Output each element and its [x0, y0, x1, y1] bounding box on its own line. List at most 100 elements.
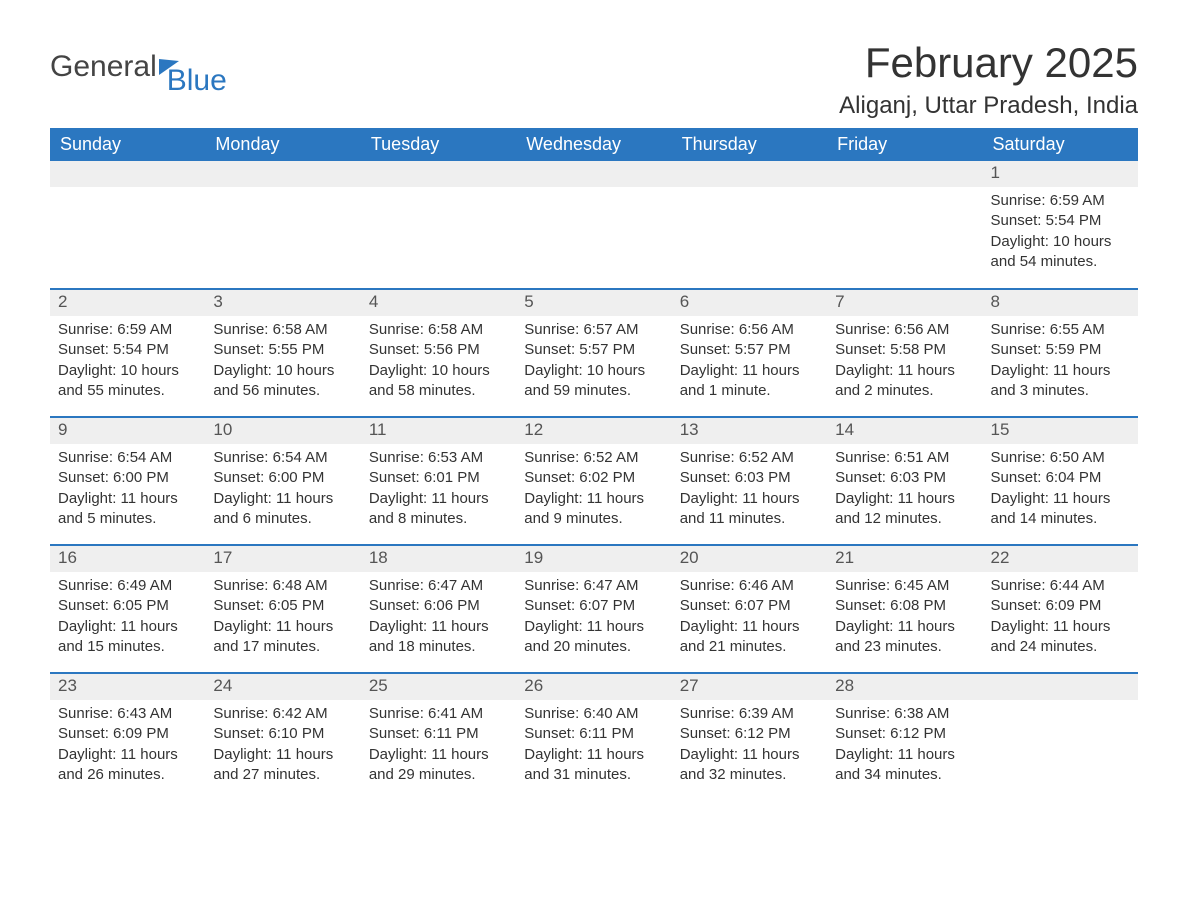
calendar-cell: 16Sunrise: 6:49 AMSunset: 6:05 PMDayligh… — [50, 545, 205, 673]
sunset-line: Sunset: 6:12 PM — [835, 724, 974, 744]
logo: General Blue — [50, 40, 245, 84]
calendar-cell: 17Sunrise: 6:48 AMSunset: 6:05 PMDayligh… — [205, 545, 360, 673]
daylight-line: Daylight: 10 hours and 59 minutes. — [524, 361, 663, 402]
day-number: 4 — [361, 290, 516, 316]
sunset-line: Sunset: 5:55 PM — [213, 340, 352, 360]
calendar-cell — [672, 161, 827, 289]
day-number: 19 — [516, 546, 671, 572]
daylight-line: Daylight: 11 hours and 26 minutes. — [58, 745, 197, 786]
day-number: 22 — [983, 546, 1138, 572]
day-number: 8 — [983, 290, 1138, 316]
sunrise-line: Sunrise: 6:52 AM — [680, 448, 819, 468]
day-body: Sunrise: 6:59 AMSunset: 5:54 PMDaylight:… — [50, 316, 205, 409]
day-number: 1 — [983, 161, 1138, 187]
daylight-line: Daylight: 11 hours and 20 minutes. — [524, 617, 663, 658]
day-body: Sunrise: 6:55 AMSunset: 5:59 PMDaylight:… — [983, 316, 1138, 409]
sunset-line: Sunset: 6:00 PM — [213, 468, 352, 488]
day-number: 9 — [50, 418, 205, 444]
calendar-cell: 14Sunrise: 6:51 AMSunset: 6:03 PMDayligh… — [827, 417, 982, 545]
sunset-line: Sunset: 5:54 PM — [991, 211, 1130, 231]
calendar-row: 2Sunrise: 6:59 AMSunset: 5:54 PMDaylight… — [50, 289, 1138, 417]
daylight-line: Daylight: 11 hours and 18 minutes. — [369, 617, 508, 658]
sunset-line: Sunset: 6:06 PM — [369, 596, 508, 616]
sunset-line: Sunset: 5:57 PM — [680, 340, 819, 360]
sunset-line: Sunset: 5:58 PM — [835, 340, 974, 360]
daylight-line: Daylight: 11 hours and 11 minutes. — [680, 489, 819, 530]
day-number: 25 — [361, 674, 516, 700]
calendar-cell: 1 Sunrise: 6:59 AMSunset: 5:54 PMDaylight… — [983, 161, 1138, 289]
day-number: 11 — [361, 418, 516, 444]
weekday-header: Wednesday — [516, 128, 671, 161]
header: General Blue February 2025 Aliganj, Utta… — [50, 40, 1138, 120]
sunset-line: Sunset: 5:59 PM — [991, 340, 1130, 360]
day-body: Sunrise: 6:41 AMSunset: 6:11 PMDaylight:… — [361, 700, 516, 793]
daylight-line: Daylight: 10 hours and 54 minutes. — [991, 232, 1130, 273]
day-body: Sunrise: 6:52 AMSunset: 6:02 PMDaylight:… — [516, 444, 671, 537]
day-number: 16 — [50, 546, 205, 572]
daylight-line: Daylight: 11 hours and 31 minutes. — [524, 745, 663, 786]
day-number: 3 — [205, 290, 360, 316]
sunset-line: Sunset: 5:56 PM — [369, 340, 508, 360]
sunrise-line: Sunrise: 6:57 AM — [524, 320, 663, 340]
sunset-line: Sunset: 5:57 PM — [524, 340, 663, 360]
calendar-cell: 12Sunrise: 6:52 AMSunset: 6:02 PMDayligh… — [516, 417, 671, 545]
logo-text-blue: Blue — [167, 64, 227, 98]
sunrise-line: Sunrise: 6:54 AM — [213, 448, 352, 468]
sunset-line: Sunset: 6:12 PM — [680, 724, 819, 744]
daylight-line: Daylight: 11 hours and 12 minutes. — [835, 489, 974, 530]
sunset-line: Sunset: 6:09 PM — [58, 724, 197, 744]
day-body: Sunrise: 6:47 AMSunset: 6:07 PMDaylight:… — [516, 572, 671, 665]
calendar-cell: 6Sunrise: 6:56 AMSunset: 5:57 PMDaylight… — [672, 289, 827, 417]
day-body: Sunrise: 6:49 AMSunset: 6:05 PMDaylight:… — [50, 572, 205, 665]
daylight-line: Daylight: 11 hours and 1 minute. — [680, 361, 819, 402]
daylight-line: Daylight: 11 hours and 21 minutes. — [680, 617, 819, 658]
daylight-line: Daylight: 10 hours and 55 minutes. — [58, 361, 197, 402]
day-number: 27 — [672, 674, 827, 700]
calendar-cell — [516, 161, 671, 289]
sunset-line: Sunset: 6:05 PM — [58, 596, 197, 616]
day-body: Sunrise: 6:43 AMSunset: 6:09 PMDaylight:… — [50, 700, 205, 793]
calendar-cell: 8Sunrise: 6:55 AMSunset: 5:59 PMDaylight… — [983, 289, 1138, 417]
calendar-cell: 3Sunrise: 6:58 AMSunset: 5:55 PMDaylight… — [205, 289, 360, 417]
sunset-line: Sunset: 5:54 PM — [58, 340, 197, 360]
calendar-cell: 2Sunrise: 6:59 AMSunset: 5:54 PMDaylight… — [50, 289, 205, 417]
sunrise-line: Sunrise: 6:38 AM — [835, 704, 974, 724]
calendar-cell: 13Sunrise: 6:52 AMSunset: 6:03 PMDayligh… — [672, 417, 827, 545]
day-body: Sunrise: 6:58 AMSunset: 5:55 PMDaylight:… — [205, 316, 360, 409]
calendar-cell — [50, 161, 205, 289]
sunset-line: Sunset: 6:10 PM — [213, 724, 352, 744]
calendar-cell: 7Sunrise: 6:56 AMSunset: 5:58 PMDaylight… — [827, 289, 982, 417]
day-number — [361, 161, 516, 187]
sunrise-line: Sunrise: 6:59 AM — [991, 191, 1130, 211]
weekday-header: Friday — [827, 128, 982, 161]
sunrise-line: Sunrise: 6:47 AM — [524, 576, 663, 596]
sunrise-line: Sunrise: 6:39 AM — [680, 704, 819, 724]
sunrise-line: Sunrise: 6:54 AM — [58, 448, 197, 468]
daylight-line: Daylight: 10 hours and 56 minutes. — [213, 361, 352, 402]
day-number: 15 — [983, 418, 1138, 444]
calendar-cell: 5Sunrise: 6:57 AMSunset: 5:57 PMDaylight… — [516, 289, 671, 417]
day-body: Sunrise: 6:44 AMSunset: 6:09 PMDaylight:… — [983, 572, 1138, 665]
day-body: Sunrise: 6:57 AMSunset: 5:57 PMDaylight:… — [516, 316, 671, 409]
sunrise-line: Sunrise: 6:40 AM — [524, 704, 663, 724]
daylight-line: Daylight: 11 hours and 5 minutes. — [58, 489, 197, 530]
day-body: Sunrise: 6:47 AMSunset: 6:06 PMDaylight:… — [361, 572, 516, 665]
sunrise-line: Sunrise: 6:44 AM — [991, 576, 1130, 596]
calendar-cell: 28Sunrise: 6:38 AMSunset: 6:12 PMDayligh… — [827, 673, 982, 801]
day-body: Sunrise: 6:39 AMSunset: 6:12 PMDaylight:… — [672, 700, 827, 793]
day-number: 20 — [672, 546, 827, 572]
daylight-line: Daylight: 11 hours and 6 minutes. — [213, 489, 352, 530]
calendar-row: 23Sunrise: 6:43 AMSunset: 6:09 PMDayligh… — [50, 673, 1138, 801]
sunrise-line: Sunrise: 6:47 AM — [369, 576, 508, 596]
day-body: Sunrise: 6:58 AMSunset: 5:56 PMDaylight:… — [361, 316, 516, 409]
daylight-line: Daylight: 11 hours and 14 minutes. — [991, 489, 1130, 530]
sunset-line: Sunset: 6:05 PM — [213, 596, 352, 616]
day-body: Sunrise: 6:53 AMSunset: 6:01 PMDaylight:… — [361, 444, 516, 537]
day-number: 2 — [50, 290, 205, 316]
calendar-cell: 20Sunrise: 6:46 AMSunset: 6:07 PMDayligh… — [672, 545, 827, 673]
day-number: 7 — [827, 290, 982, 316]
calendar-cell — [983, 673, 1138, 801]
daylight-line: Daylight: 11 hours and 24 minutes. — [991, 617, 1130, 658]
sunset-line: Sunset: 6:01 PM — [369, 468, 508, 488]
calendar-cell: 21Sunrise: 6:45 AMSunset: 6:08 PMDayligh… — [827, 545, 982, 673]
